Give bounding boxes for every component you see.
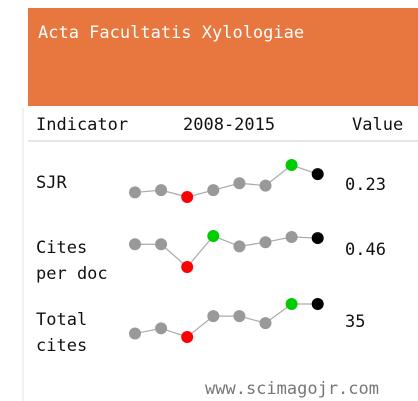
indicator-label: SJR	[36, 173, 67, 193]
column-header: 2008-2015	[183, 115, 275, 135]
sparkline-point	[181, 331, 194, 343]
sparkline-point	[233, 240, 246, 253]
sparkline-point	[259, 179, 272, 192]
indicator-value: 35	[345, 312, 365, 332]
sparkline-point	[129, 238, 141, 251]
sparkline-point	[181, 191, 194, 203]
sparkline-point	[311, 168, 324, 181]
footer-link: www.scimagojr.com	[205, 379, 379, 399]
sparkline-point	[207, 310, 220, 323]
sparkline-point	[181, 261, 194, 273]
sparkline-point	[285, 159, 298, 171]
sparkline-point	[129, 327, 141, 340]
sparkline-point	[207, 230, 220, 242]
sparkline-point	[207, 184, 220, 197]
indicator-value: 0.23	[345, 175, 386, 195]
indicator-label: per doc	[36, 264, 108, 284]
sparkline-point	[259, 236, 272, 249]
sparkline-point	[129, 186, 141, 199]
indicator-label: Cites	[36, 238, 87, 258]
journal-title: Acta Facultatis Xylologiae	[38, 23, 304, 43]
header-band	[28, 8, 418, 106]
sparkline-point	[285, 231, 298, 244]
sparkline-point	[155, 184, 168, 197]
sparkline-point	[233, 310, 246, 323]
sparkline-point	[259, 317, 272, 330]
sparkline-point	[311, 232, 324, 245]
indicator-label: cites	[36, 336, 87, 356]
indicator-label: Total	[36, 310, 87, 330]
sparkline-point	[311, 298, 324, 310]
indicator-value: 0.46	[345, 240, 386, 260]
sparkline-point	[233, 177, 246, 190]
sparkline-point	[285, 298, 298, 310]
column-header: Indicator	[36, 115, 128, 135]
sparkline-point	[155, 238, 168, 251]
sparkline-point	[155, 322, 168, 335]
column-header: Value	[352, 115, 403, 135]
